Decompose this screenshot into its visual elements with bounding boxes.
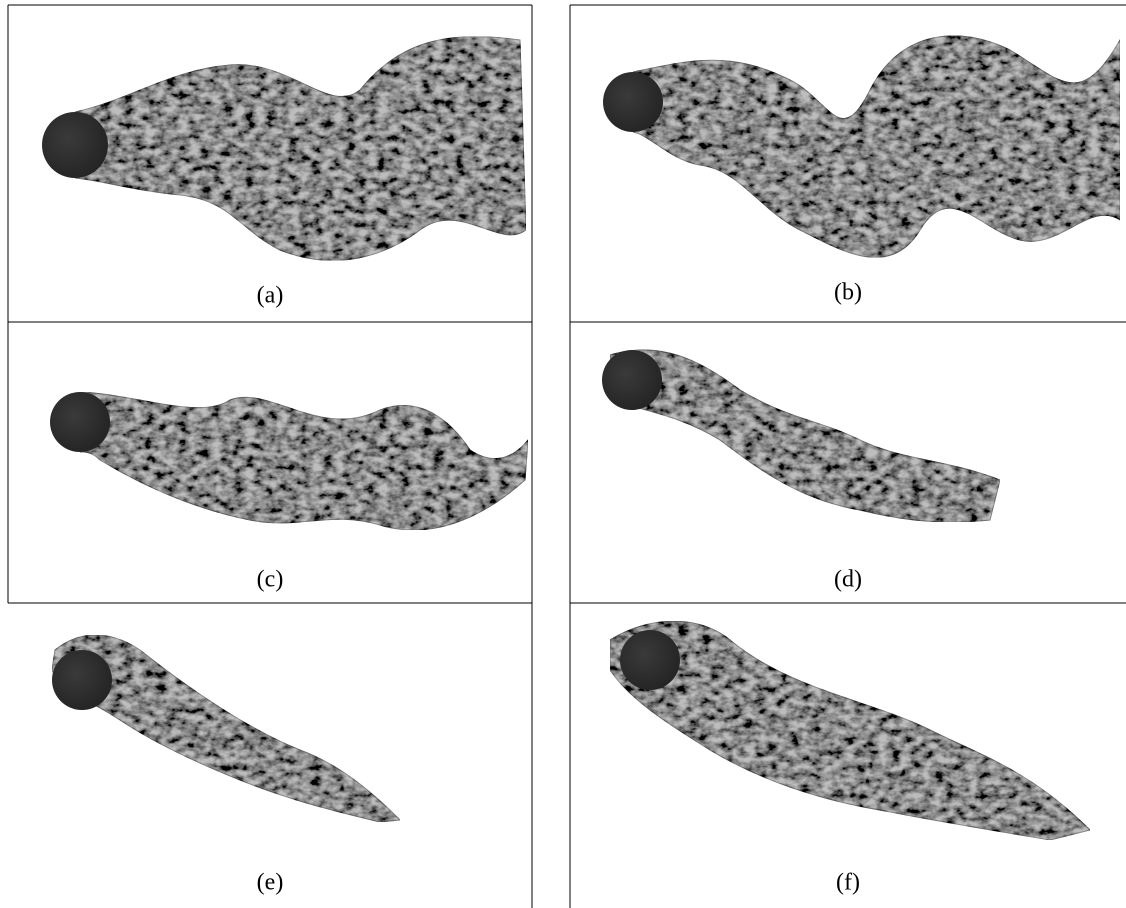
page: {"panels": [ {"label": "(a)"}, {"label":… bbox=[0, 0, 1126, 908]
cylinder bbox=[620, 630, 680, 690]
panel-label: (c) bbox=[257, 567, 284, 593]
panel-label: (a) bbox=[257, 283, 284, 309]
panel-label: (e) bbox=[257, 870, 284, 896]
figure: (a) (b) (c) (d) (e) (f) bbox=[0, 0, 1126, 908]
panel-label: (d) bbox=[834, 567, 862, 593]
panel: (b) bbox=[603, 36, 1120, 306]
cylinder bbox=[602, 350, 662, 410]
panel: (e) bbox=[52, 635, 400, 896]
vortex-wake bbox=[75, 37, 526, 261]
vortex-wake bbox=[610, 350, 1000, 522]
vortex-wake bbox=[633, 36, 1120, 258]
cylinder bbox=[50, 392, 110, 452]
panel: (d) bbox=[602, 350, 1000, 593]
panel: (c) bbox=[50, 392, 528, 593]
cylinder bbox=[603, 72, 663, 132]
panel-label: (b) bbox=[834, 280, 862, 306]
cylinder bbox=[52, 650, 112, 710]
vortex-wake bbox=[80, 392, 528, 530]
panel: (f) bbox=[610, 621, 1090, 895]
panel: (a) bbox=[42, 37, 526, 309]
vortex-wake bbox=[610, 621, 1090, 840]
cylinder bbox=[42, 112, 108, 178]
panel-label: (f) bbox=[836, 870, 860, 896]
